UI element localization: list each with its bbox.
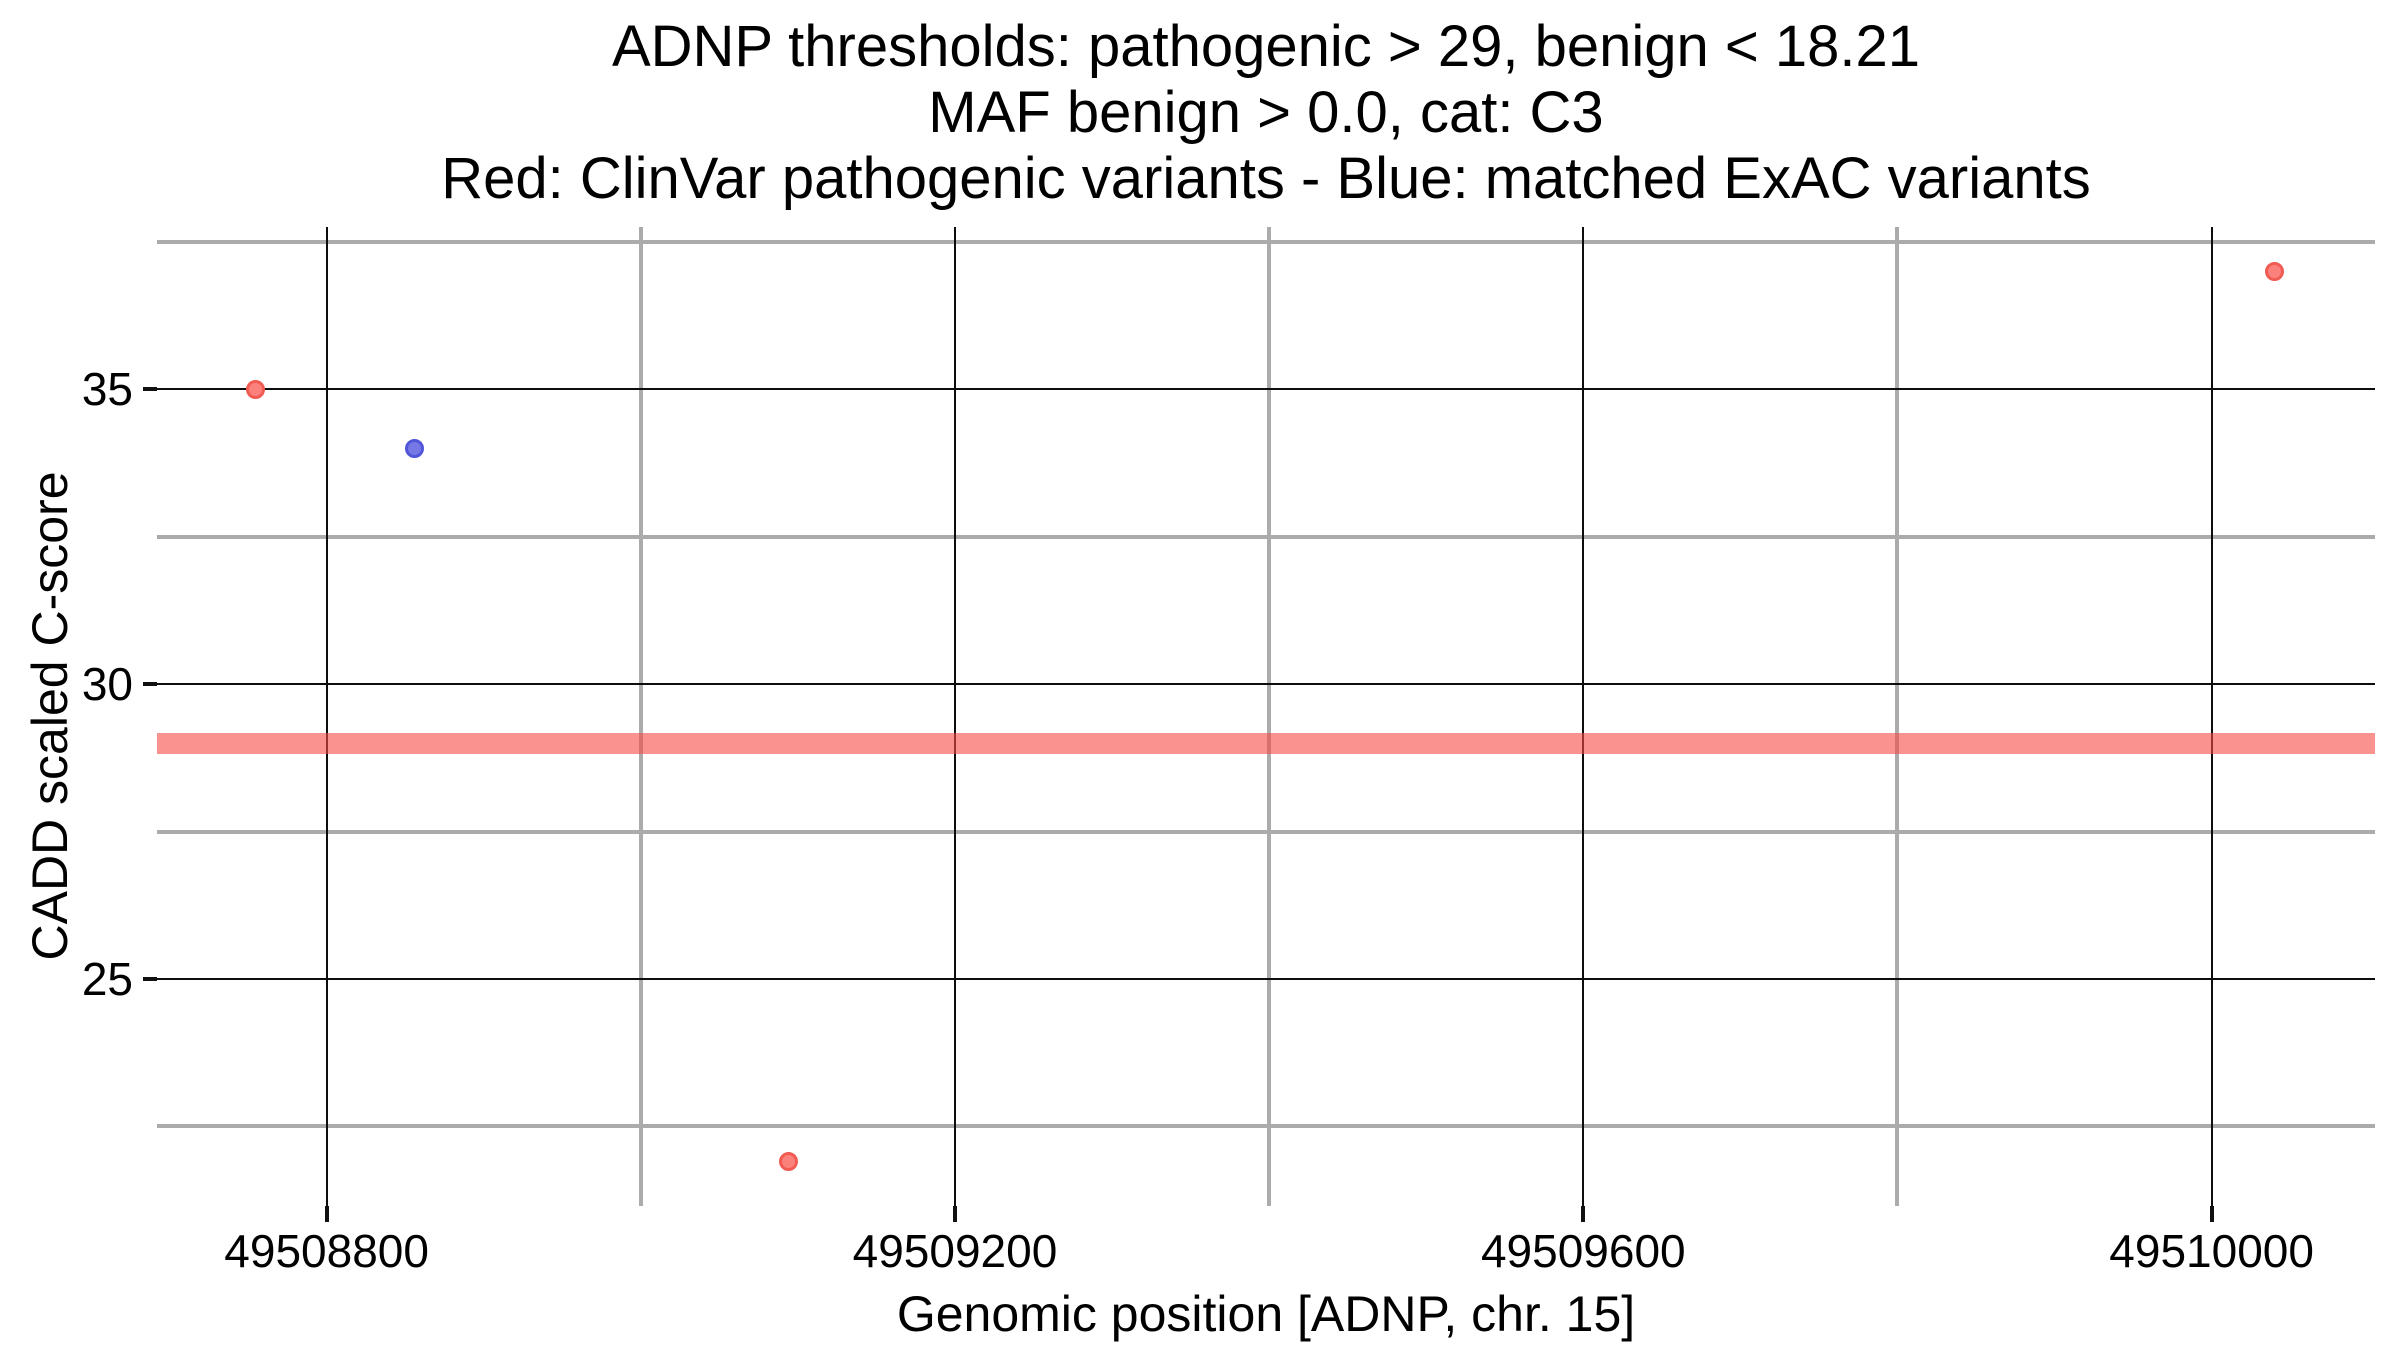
- major-gridline-vertical: [953, 227, 956, 1206]
- y-axis-tick: [143, 976, 157, 981]
- chart-title-line-3: Red: ClinVar pathogenic variants - Blue:…: [441, 146, 2091, 211]
- minor-gridline-horizontal: [157, 829, 2375, 834]
- chart-title-line-2: MAF benign > 0.0, cat: C3: [928, 80, 1604, 145]
- x-axis-tick-label: 49509600: [1480, 1225, 1686, 1277]
- y-axis-tick: [143, 682, 157, 687]
- major-gridline-horizontal: [157, 683, 2375, 686]
- minor-gridline-vertical: [1895, 227, 1900, 1206]
- x-axis-tick: [952, 1206, 957, 1222]
- x-axis-tick: [1581, 1206, 1586, 1222]
- major-gridline-horizontal: [157, 977, 2375, 980]
- major-gridline-vertical: [1582, 227, 1585, 1206]
- data-point-exac-matched: [405, 438, 425, 458]
- y-axis-title: CADD scaled C-score: [22, 471, 78, 961]
- data-point-clinvar-pathogenic: [246, 379, 266, 399]
- y-axis-tick-label: 25: [81, 952, 133, 1005]
- major-gridline-vertical: [2210, 227, 2213, 1206]
- minor-gridline-horizontal: [157, 239, 2375, 244]
- minor-gridline-vertical: [638, 227, 643, 1206]
- minor-gridline-horizontal: [157, 534, 2375, 539]
- x-axis-title: Genomic position [ADNP, chr. 15]: [896, 1286, 1636, 1342]
- data-point-clinvar-pathogenic: [778, 1152, 798, 1172]
- y-axis-tick-label: 30: [81, 658, 133, 711]
- pathogenic-threshold-line: [157, 732, 2375, 754]
- x-axis-tick-label: 49510000: [2109, 1225, 2314, 1277]
- chart-title: ADNP thresholds: pathogenic > 29, benign…: [157, 14, 2375, 212]
- x-axis-tick-label: 49508800: [224, 1225, 429, 1277]
- x-axis-tick: [324, 1206, 329, 1222]
- data-point-clinvar-pathogenic: [2264, 261, 2284, 281]
- y-axis-tick: [143, 387, 157, 392]
- minor-gridline-horizontal: [157, 1124, 2375, 1129]
- major-gridline-horizontal: [157, 388, 2375, 391]
- y-axis-tick-label: 35: [81, 363, 133, 416]
- x-axis-tick: [2209, 1206, 2214, 1222]
- plot-panel: [157, 227, 2375, 1206]
- chart-title-line-1: ADNP thresholds: pathogenic > 29, benign…: [611, 14, 1921, 79]
- major-gridline-vertical: [325, 227, 328, 1206]
- minor-gridline-vertical: [1267, 227, 1272, 1206]
- x-axis-tick-label: 49509200: [852, 1225, 1058, 1277]
